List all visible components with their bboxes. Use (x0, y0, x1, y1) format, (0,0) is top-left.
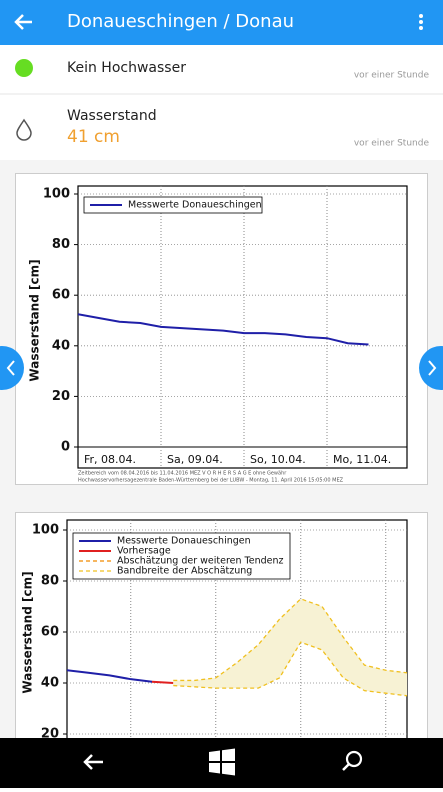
series-line (67, 669, 153, 683)
water-label: Wasserstand (67, 108, 157, 124)
nav-back[interactable] (83, 754, 103, 770)
legend-box (83, 196, 263, 214)
previous-chart[interactable] (0, 346, 24, 390)
water-icon (16, 118, 32, 141)
nav-home[interactable] (209, 748, 235, 776)
footnote: Hochwasservorhersagezentrale Baden-Württ… (78, 478, 344, 484)
system-nav-bar (0, 738, 443, 788)
y-tick-label: 60 (41, 625, 59, 640)
water-value: 41 cm (67, 127, 120, 147)
y-tick-label: 100 (43, 187, 70, 202)
app-title: Donaueschingen / Donau (67, 11, 294, 32)
y-tick-label: 80 (52, 237, 70, 252)
footnote: Zeitbereich vom 08.04.2016 bis 11.04.201… (78, 471, 287, 477)
y-tick-label: 80 (41, 574, 59, 589)
legend-label: Bandbreite der Abschätzung (117, 566, 252, 577)
y-tick-label: 60 (52, 288, 70, 303)
next-chart[interactable] (419, 346, 443, 390)
plot-frame (77, 185, 408, 469)
y-tick-label: 20 (41, 727, 59, 742)
series-line (151, 680, 174, 684)
legend-label: Messwerte Donaueschingen (117, 536, 251, 547)
legend-label: Vorhersage (117, 546, 171, 557)
band-area (173, 598, 407, 696)
nav-search[interactable] (342, 750, 363, 771)
y-tick-label: 40 (52, 338, 70, 353)
y-tick-label: 40 (41, 676, 59, 691)
status-label: Kein Hochwasser (67, 60, 186, 76)
back-button[interactable] (14, 14, 32, 30)
water-time: vor einer Stunde (354, 139, 430, 149)
y-axis-label: Wasserstand [cm] (28, 259, 42, 381)
x-tick-label: Mo, 11.04. (333, 453, 391, 466)
status-indicator (15, 59, 33, 77)
x-tick-label: So, 10.04. (250, 453, 306, 466)
band-lower-line (173, 641, 407, 697)
previous-icon (6, 360, 15, 376)
legend-label: Abschätzung der weiteren Tendenz (117, 556, 284, 567)
series-line (78, 313, 369, 346)
y-axis-label: Wasserstand [cm] (21, 571, 35, 693)
next-icon (428, 360, 437, 376)
status-time: vor einer Stunde (354, 71, 430, 81)
x-tick-label: Sa, 09.04. (167, 453, 223, 466)
menu-button[interactable] (419, 14, 423, 30)
app-bar (0, 0, 443, 45)
y-tick-label: 100 (32, 523, 59, 538)
x-tick-label: Fr, 08.04. (84, 453, 136, 466)
y-tick-label: 20 (52, 389, 70, 404)
legend-label: Messwerte Donaueschingen (128, 200, 262, 211)
y-tick-label: 0 (61, 440, 70, 455)
